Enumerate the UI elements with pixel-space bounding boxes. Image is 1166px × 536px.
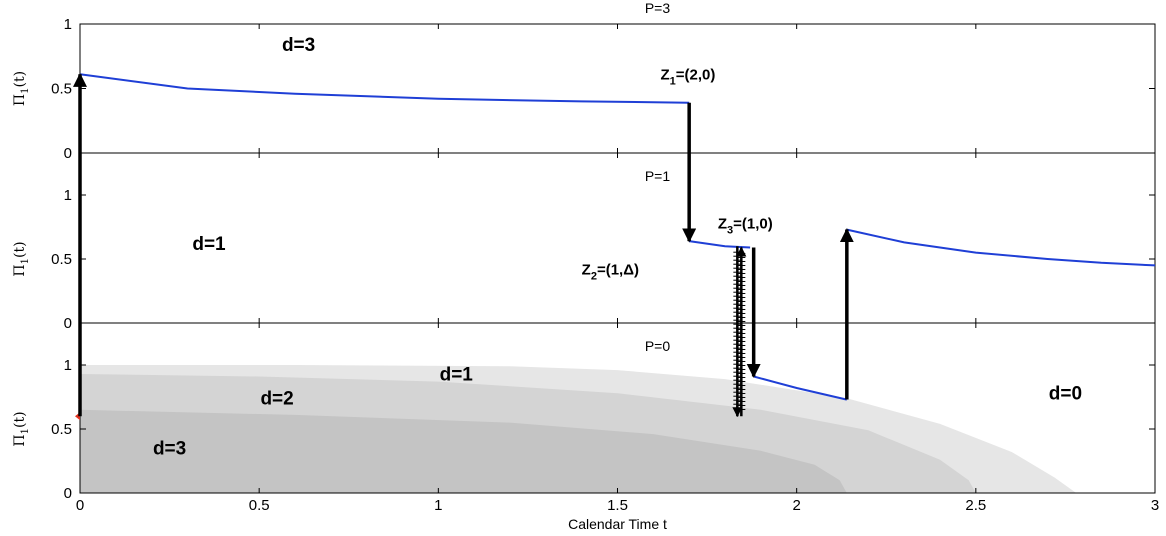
series-line-p1 (846, 228, 1156, 267)
y-tick-label-p1: 1 (64, 187, 72, 204)
y-tick-label-p0: 1 (64, 357, 72, 374)
y-tick-label-p0: 0 (64, 485, 72, 502)
series-line-p3 (79, 73, 690, 104)
x-tick-label: 2.5 (965, 497, 986, 514)
y-tick-label-p1: 0 (64, 315, 72, 332)
region-label-p0: d=0 (1049, 384, 1082, 405)
transition-annotation: Z1=(2,0) (661, 66, 716, 87)
series-line-p0 (753, 375, 848, 401)
text-labels: 0 0.5 1 P=3 Π1(t) 0 0.5 1 P=1 Π1(t) 0 0.5 1 P=0 Π1(t) 0… (12, 0, 1159, 514)
axes-box-p3 (79, 23, 1156, 154)
transition-annotation: Z2=(1,Δ) (582, 261, 639, 282)
series-line-p1 (689, 240, 751, 249)
region-label-p1: d=1 (192, 234, 226, 255)
x-tick-label: 2 (792, 497, 800, 514)
region-label-p0: d=3 (153, 439, 186, 460)
x-tick-label: 0.5 (249, 497, 270, 514)
panel-title-p0: P=0 (645, 338, 671, 354)
x-tick-label: 0 (76, 497, 84, 514)
x-tick-label: 1.5 (607, 497, 628, 514)
y-tick-label-p3: 0 (64, 145, 72, 162)
x-tick-label: 3 (1151, 497, 1159, 514)
transition-annotation: Z3=(1,0) (718, 215, 773, 236)
y-axis-label-p1: Π1(t) (12, 241, 31, 276)
y-tick-label-p1: 0.5 (51, 251, 72, 268)
y-tick-label-p0: 0.5 (51, 421, 72, 438)
panel-title-p3: P=3 (645, 0, 671, 16)
x-axis-label: Calendar Time t (568, 516, 667, 532)
y-tick-label-p3: 0.5 (51, 81, 72, 98)
region-label-p0: d=1 (440, 364, 474, 385)
x-tick-label: 1 (434, 497, 442, 514)
region-label-p0: d=2 (260, 389, 293, 410)
y-axis-label-p3: Π1(t) (12, 71, 31, 106)
transition-arrows (73, 72, 854, 418)
y-tick-label-p3: 1 (64, 16, 72, 33)
region-label-p3: d=3 (282, 35, 315, 56)
region-dark-p0 (80, 409, 847, 493)
panel-title-p1: P=1 (645, 168, 671, 184)
axes-box-p1 (79, 152, 1156, 324)
y-axis-label-p0: Π1(t) (12, 411, 31, 446)
shaded-regions (80, 365, 1077, 493)
